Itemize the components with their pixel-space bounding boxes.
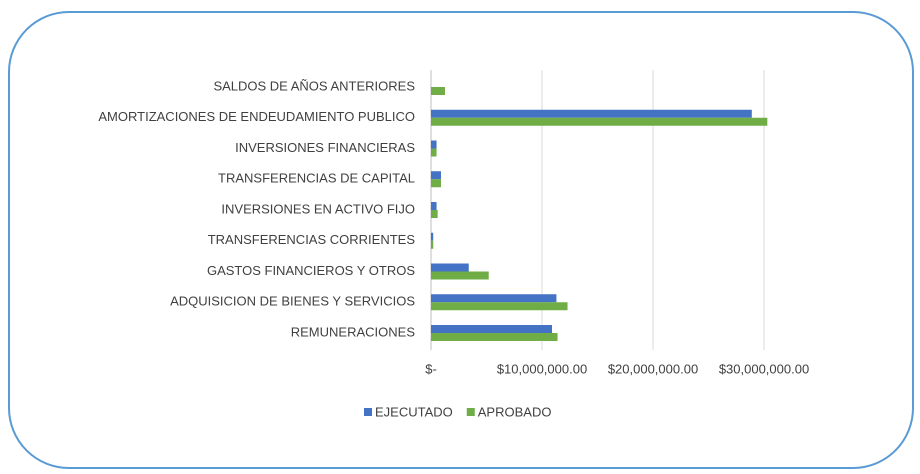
y-tick-label: REMUNERACIONES xyxy=(291,324,416,339)
legend-swatch xyxy=(466,408,475,416)
y-tick-label: ADQUISICION DE BIENES Y SERVICIOS xyxy=(170,294,415,309)
bar xyxy=(431,240,434,249)
bar xyxy=(431,109,752,118)
bar xyxy=(431,210,438,218)
y-tick-label: AMORTIZACIONES DE ENDEUDAMIENTO PUBLICO xyxy=(98,109,415,124)
y-tick-label: INVERSIONES EN ACTIVO FIJO xyxy=(221,201,415,216)
bar xyxy=(431,232,434,241)
x-tick-label: $- xyxy=(425,361,437,376)
bar xyxy=(431,271,489,280)
x-tick-label: $30,000,000.00 xyxy=(719,361,809,376)
y-tick-label: SALDOS DE AÑOS ANTERIORES xyxy=(213,78,415,93)
bar xyxy=(431,140,437,149)
bar xyxy=(431,117,768,126)
y-tick-label: INVERSIONES FINANCIERAS xyxy=(235,140,415,155)
bar xyxy=(431,302,568,311)
bar xyxy=(431,333,558,341)
bar xyxy=(431,294,557,303)
bar xyxy=(431,325,552,333)
y-tick-label: GASTOS FINANCIEROS Y OTROS xyxy=(207,263,415,278)
x-tick-label: $20,000,000.00 xyxy=(608,361,698,376)
y-tick-label: TRANSFERENCIAS CORRIENTES xyxy=(208,232,416,247)
bar xyxy=(431,202,437,210)
bar xyxy=(431,171,441,180)
bar xyxy=(431,87,445,95)
chart-frame xyxy=(8,11,914,469)
legend-label: APROBADO xyxy=(478,404,552,419)
x-tick-label: $10,000,000.00 xyxy=(497,361,587,376)
bar xyxy=(431,179,441,188)
legend-swatch xyxy=(364,408,372,416)
bar xyxy=(431,148,437,157)
legend-label: EJECUTADO xyxy=(375,404,453,419)
bar xyxy=(431,263,469,272)
y-tick-label: TRANSFERENCIAS DE CAPITAL xyxy=(218,171,415,186)
